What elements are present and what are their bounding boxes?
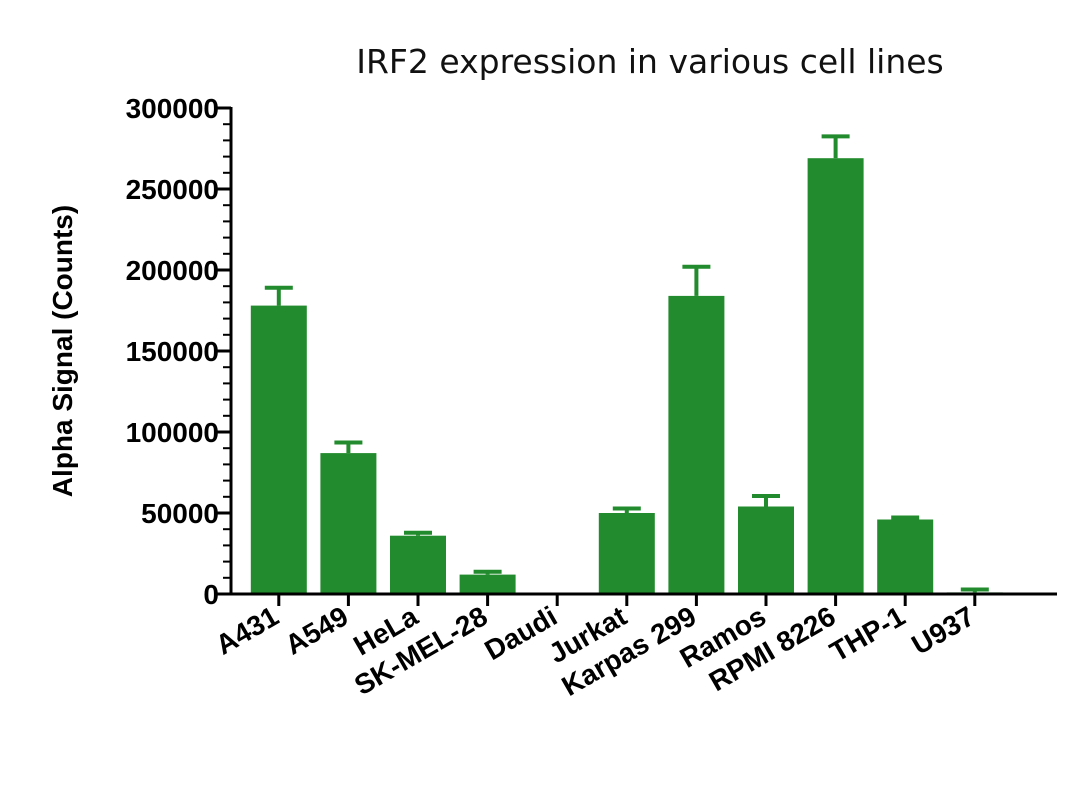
- y-tick-label: 50000: [141, 498, 219, 529]
- bar-hela: [390, 535, 446, 594]
- bars: [250, 158, 1003, 594]
- y-tick-label: 150000: [126, 336, 219, 367]
- bar-sk-mel-28: [459, 574, 516, 594]
- bar-a549: [320, 453, 377, 594]
- bar-karpas-299: [668, 295, 725, 594]
- x-tick-label: A431: [210, 600, 283, 660]
- bar-rpmi-8226: [807, 158, 864, 594]
- x-tick-label: U937: [906, 600, 979, 660]
- y-tick-label: 0: [203, 579, 219, 610]
- y-tick-label: 300000: [126, 93, 219, 124]
- bar-ramos: [738, 506, 794, 594]
- y-tick-label: 200000: [126, 255, 219, 286]
- y-axis-label: Alpha Signal (Counts): [47, 205, 78, 497]
- y-axis: 0 50000 100000 150000 200000 250000 300000: [126, 93, 233, 610]
- y-tick-label: 250000: [126, 174, 219, 205]
- x-tick-label: Daudi: [479, 600, 562, 666]
- x-tick-label: A549: [280, 600, 353, 660]
- chart-title: IRF2 expression in various cell lines: [356, 42, 944, 81]
- bar-a431: [250, 305, 307, 594]
- bar-thp-1: [877, 519, 934, 594]
- bar-jurkat: [598, 513, 655, 594]
- error-bars: [264, 134, 989, 593]
- x-tick-label: THP-1: [825, 600, 911, 667]
- y-tick-label: 100000: [126, 417, 219, 448]
